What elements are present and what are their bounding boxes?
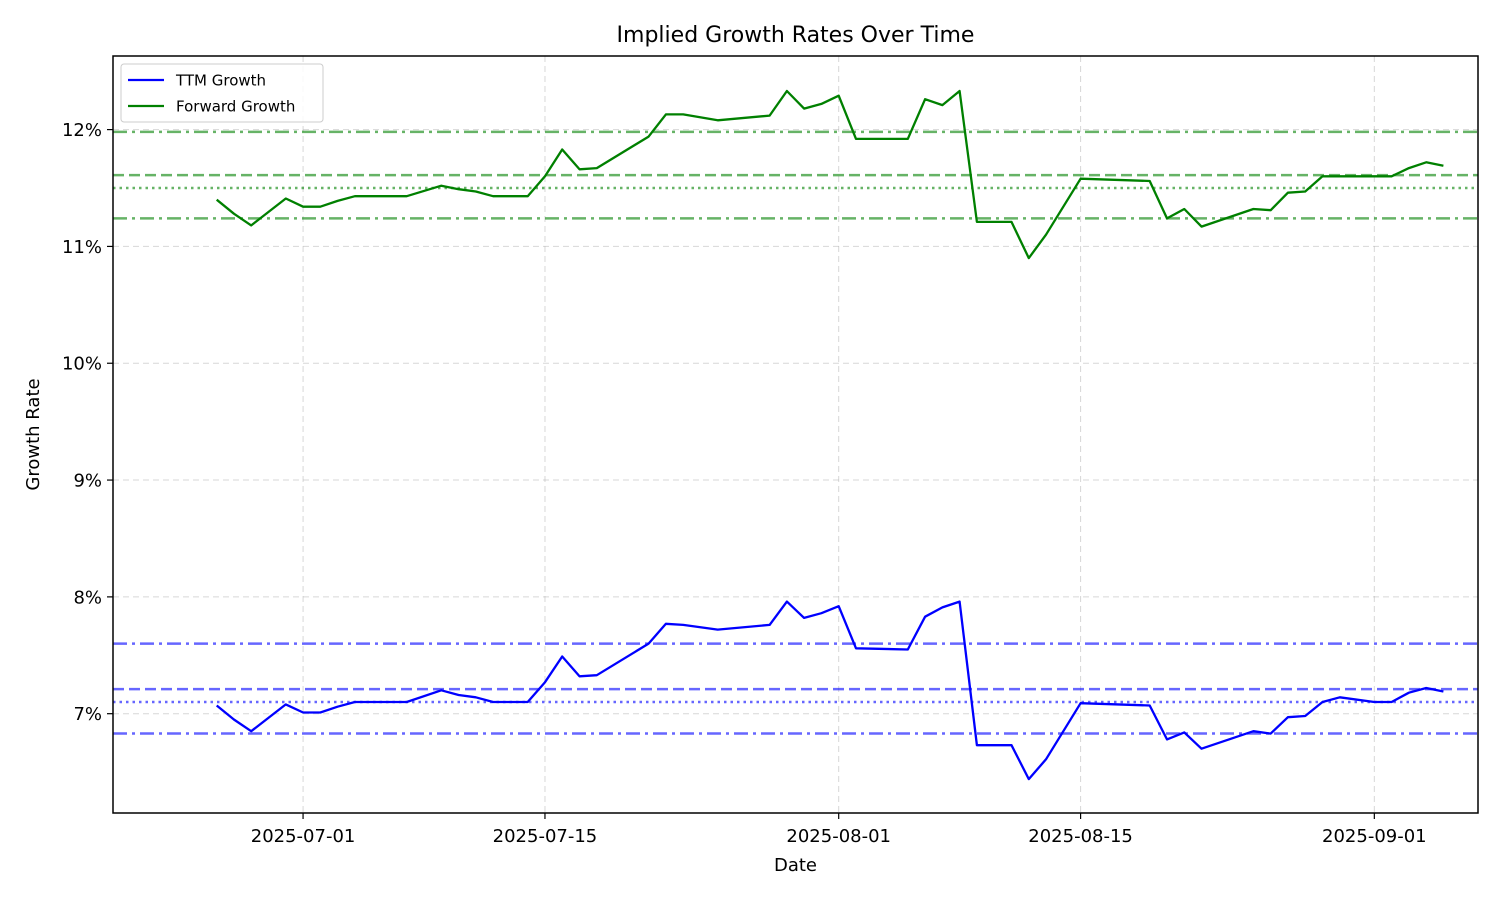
chart-title: Implied Growth Rates Over Time [617,23,975,48]
x-tick-label: 2025-08-01 [786,826,891,847]
x-axis-title: Date [774,855,817,876]
series-line-forward-growth [215,89,1444,260]
reference-lines [113,130,1478,735]
x-axis-ticks: 2025-07-01 2025-07-15 2025-08-01 2025-08-15… [251,813,1427,847]
series-lines [215,89,1444,781]
legend: TTM Growth Forward Growth [120,63,324,123]
series-line-ttm-growth [215,600,1444,781]
legend-label-ttm-growth: TTM Growth [175,72,266,90]
x-tick-label: 2025-07-15 [493,826,598,847]
y-axis-ticks: 7% 8% 9% 10% 11% 12% [62,120,113,725]
y-tick-label: 11% [62,237,102,258]
plot-frame [112,55,1479,814]
legend-box [120,63,324,123]
gridlines [113,56,1478,813]
x-tick-label: 2025-08-15 [1028,826,1133,847]
y-tick-label: 9% [73,471,102,492]
y-axis-title: Growth Rate [23,378,44,490]
y-tick-label: 12% [62,120,102,141]
legend-label-forward-growth: Forward Growth [176,98,295,116]
x-tick-label: 2025-07-01 [251,826,356,847]
y-tick-label: 10% [62,354,102,375]
y-tick-label: 7% [73,704,102,725]
x-tick-label: 2025-09-01 [1322,826,1427,847]
y-tick-label: 8% [73,587,102,608]
